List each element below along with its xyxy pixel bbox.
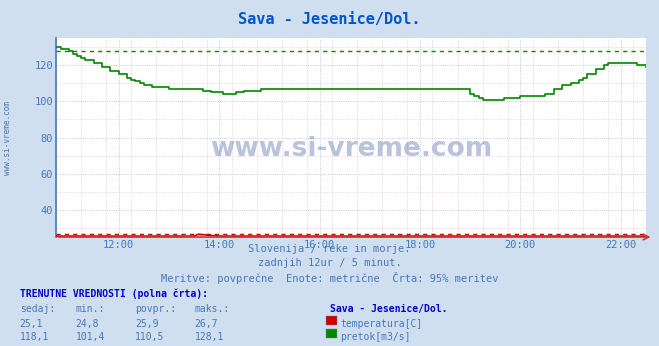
Text: zadnjih 12ur / 5 minut.: zadnjih 12ur / 5 minut. [258, 258, 401, 268]
Text: temperatura[C]: temperatura[C] [340, 319, 422, 329]
Text: min.:: min.: [76, 304, 105, 315]
Text: www.si-vreme.com: www.si-vreme.com [210, 136, 492, 163]
Text: Sava - Jesenice/Dol.: Sava - Jesenice/Dol. [239, 12, 420, 27]
Text: 24,8: 24,8 [76, 319, 100, 329]
Text: 118,1: 118,1 [20, 332, 49, 342]
Text: www.si-vreme.com: www.si-vreme.com [3, 101, 13, 175]
Text: 26,7: 26,7 [194, 319, 218, 329]
Text: 101,4: 101,4 [76, 332, 105, 342]
Text: pretok[m3/s]: pretok[m3/s] [340, 332, 411, 342]
Text: 25,1: 25,1 [20, 319, 43, 329]
Text: 25,9: 25,9 [135, 319, 159, 329]
Text: TRENUTNE VREDNOSTI (polna črta):: TRENUTNE VREDNOSTI (polna črta): [20, 289, 208, 299]
Text: maks.:: maks.: [194, 304, 229, 315]
Text: Slovenija / reke in morje.: Slovenija / reke in morje. [248, 244, 411, 254]
Text: 128,1: 128,1 [194, 332, 224, 342]
Text: 110,5: 110,5 [135, 332, 165, 342]
Text: Sava - Jesenice/Dol.: Sava - Jesenice/Dol. [330, 304, 447, 315]
Text: Meritve: povprečne  Enote: metrične  Črta: 95% meritev: Meritve: povprečne Enote: metrične Črta:… [161, 272, 498, 284]
Text: sedaj:: sedaj: [20, 304, 55, 315]
Text: povpr.:: povpr.: [135, 304, 176, 315]
